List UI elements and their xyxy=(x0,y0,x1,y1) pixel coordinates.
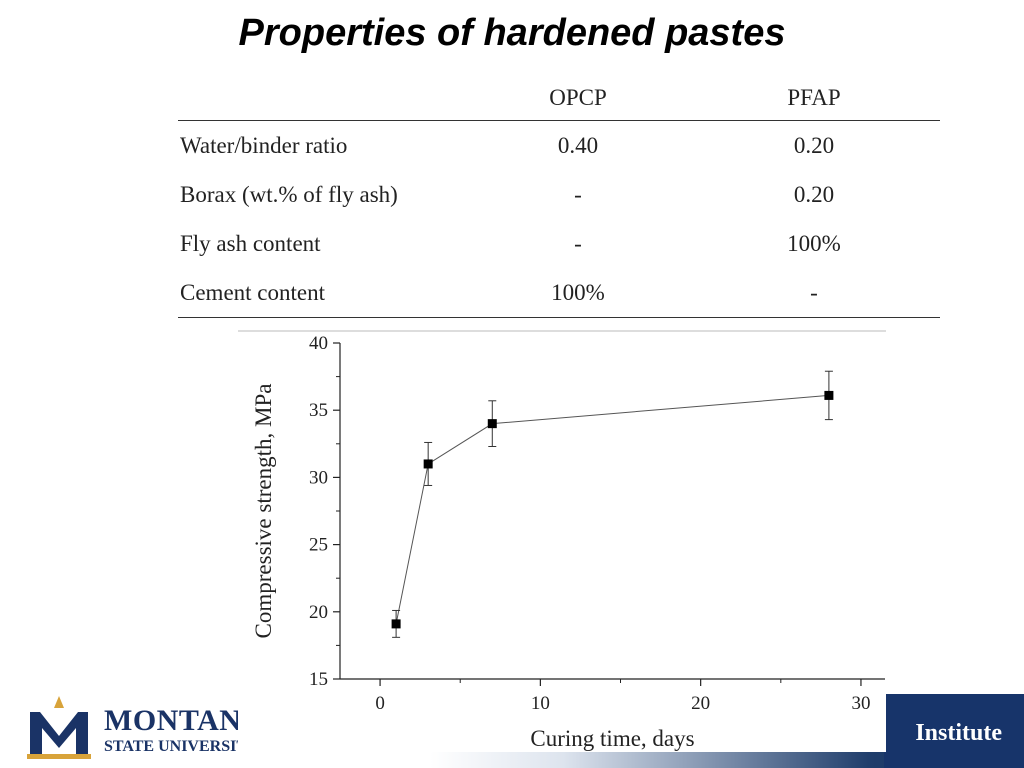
logo-name: MONTANA xyxy=(104,704,252,737)
logo-subtitle: STATE UNIVERSITY xyxy=(104,738,254,755)
y-tick-label: 20 xyxy=(309,602,328,623)
opcp-value: 100% xyxy=(468,268,688,318)
table-row: Borax (wt.% of fly ash) - 0.20 xyxy=(178,170,940,219)
row-label: Water/binder ratio xyxy=(180,132,348,158)
pfap-value: 0.20 xyxy=(793,132,835,158)
pfap-value: 100% xyxy=(787,230,841,256)
row-label: Borax (wt.% of fly ash) xyxy=(180,181,398,207)
data-point xyxy=(423,459,433,469)
data-point xyxy=(487,419,497,429)
x-tick-label: 10 xyxy=(531,693,550,714)
table-header-row: OPCP PFAP xyxy=(178,76,940,121)
y-axis-title: Compressive strength, MPa xyxy=(251,384,276,639)
strength-chart: 15 20 25 30 35 40 0 10 20 30 Curing time, days Comp… xyxy=(238,330,886,752)
y-tick-label: 25 xyxy=(309,535,328,556)
opcp-value: 0.40 xyxy=(557,132,599,158)
slide-title: Properties of hardened pastes xyxy=(238,12,786,54)
header-cell-opcp: OPCP xyxy=(468,76,688,121)
header-cell-blank xyxy=(178,76,468,121)
properties-table: OPCP PFAP Water/binder ratio 0.40 0.20 B… xyxy=(178,76,940,318)
chart-svg: 15 20 25 30 35 40 0 10 20 30 Curing time, days Comp… xyxy=(238,330,886,751)
series xyxy=(391,370,834,638)
data-point xyxy=(391,619,401,629)
table-row: Cement content 100% - xyxy=(178,268,940,318)
x-tick-label: 30 xyxy=(851,693,870,714)
y-tick-label: 30 xyxy=(309,467,328,488)
university-m-icon xyxy=(27,696,91,759)
data-point xyxy=(824,390,834,400)
row-label: Cement content xyxy=(178,268,468,318)
university-logo: MONTANA STATE UNIVERSITY xyxy=(12,694,292,768)
x-tick-label: 20 xyxy=(691,693,710,714)
table-row: Fly ash content - 100% xyxy=(178,219,940,268)
y-tick-label: 35 xyxy=(309,400,328,421)
table-row: Water/binder ratio 0.40 0.20 xyxy=(178,121,940,171)
pfap-value: - xyxy=(688,268,940,318)
y-tick-label: 15 xyxy=(309,669,328,690)
x-tick-label: 0 xyxy=(375,693,385,714)
opcp-value: - xyxy=(574,230,582,256)
opcp-value: - xyxy=(574,181,582,207)
footer-institute-block: Institute xyxy=(884,694,1024,768)
series-line xyxy=(395,394,829,624)
x-axis-title: Curing time, days xyxy=(530,726,694,751)
header-cell-pfap: PFAP xyxy=(688,76,940,121)
labels: 15 20 25 30 35 40 0 10 20 30 Curing time, days Comp… xyxy=(251,333,870,751)
pfap-value: 0.20 xyxy=(793,181,835,207)
y-tick-label: 40 xyxy=(309,333,328,354)
axes xyxy=(333,342,885,686)
row-label: Fly ash content xyxy=(180,230,321,256)
institute-label: Institute xyxy=(915,720,1002,746)
